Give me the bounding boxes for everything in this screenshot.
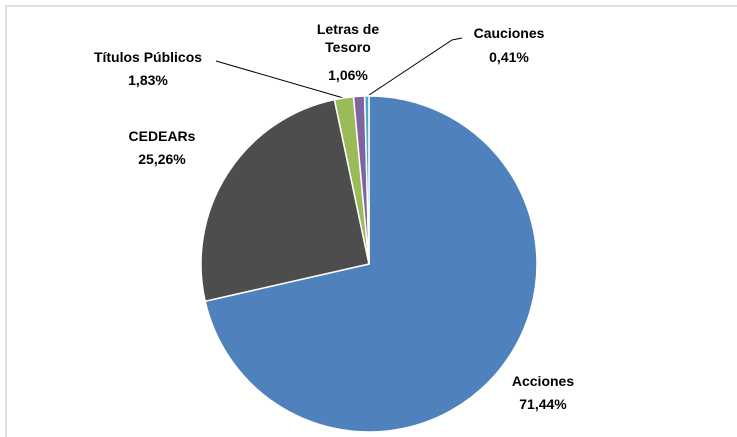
value-label: 71,44% xyxy=(519,396,567,412)
value-label: 25,26% xyxy=(138,151,186,167)
category-label: Letras de Tesoro xyxy=(316,21,380,55)
category-label: Cauciones xyxy=(473,25,545,41)
pie-slice xyxy=(363,95,370,265)
category-label: Acciones xyxy=(511,373,575,389)
chart-border xyxy=(5,5,737,437)
category-label: Títulos Públicos xyxy=(93,49,203,65)
value-label: 1,83% xyxy=(128,72,168,88)
value-label: 0,41% xyxy=(489,49,529,65)
category-label: CEDEARs xyxy=(128,128,196,144)
value-label: 1,06% xyxy=(328,67,368,83)
pie-slice xyxy=(204,95,538,433)
leader-line xyxy=(368,37,463,96)
pie-slice xyxy=(200,98,370,303)
